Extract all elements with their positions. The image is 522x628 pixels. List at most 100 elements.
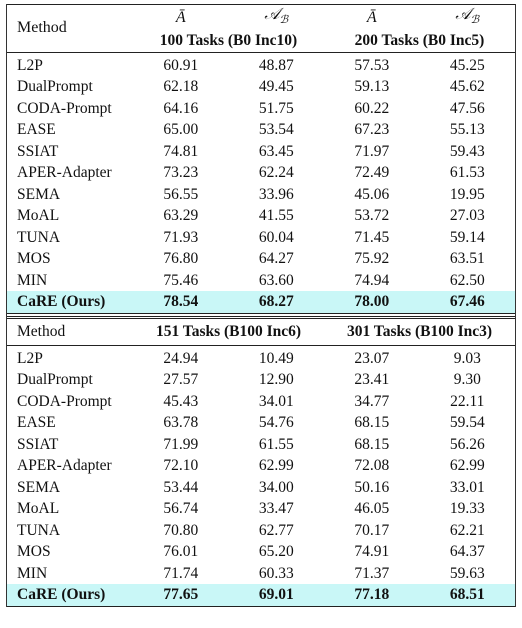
- score: 60.33: [258, 564, 294, 582]
- score: 59.54: [449, 414, 485, 432]
- score: 71.93: [163, 228, 199, 246]
- score: 68.27: [228, 291, 324, 314]
- score: 72.49: [354, 164, 390, 182]
- method-name: SEMA: [17, 478, 61, 496]
- score: 47.56: [449, 99, 485, 117]
- score: 56.26: [449, 435, 485, 453]
- score: 33.96: [258, 185, 294, 203]
- score: 68.15: [354, 435, 390, 453]
- score: 72.10: [163, 457, 199, 475]
- score: 48.87: [258, 56, 294, 74]
- score: 75.46: [163, 271, 199, 289]
- score: 34.01: [258, 392, 294, 410]
- table-header: Method 151 Tasks (B100 Inc6) 301 Tasks (B1…: [7, 317, 516, 346]
- method-name: MIN: [17, 564, 48, 582]
- score: 70.80: [163, 521, 199, 539]
- method-name: MOS: [17, 250, 51, 268]
- score: 74.81: [163, 142, 199, 160]
- metric-symbol: Ā: [366, 8, 377, 26]
- method-name: L2P: [17, 349, 43, 367]
- score: 67.46: [419, 291, 515, 314]
- metric-header: Ā: [324, 5, 420, 31]
- method-name: MIN: [17, 271, 48, 289]
- score: 62.18: [163, 78, 199, 96]
- table-block: Method 151 Tasks (B100 Inc6) 301 Tasks (B1…: [7, 315, 516, 607]
- score: 57.53: [354, 56, 390, 74]
- score: 56.74: [163, 500, 199, 518]
- data-row: MoAL 63.29 41.55 53.72 27.03: [7, 205, 515, 227]
- data-row: MIN 75.46 63.60 74.94 62.50: [7, 270, 515, 292]
- score: 61.55: [258, 435, 294, 453]
- score: 27.57: [163, 371, 199, 389]
- metric-subscript: ℬ: [279, 14, 289, 27]
- score: 41.55: [258, 207, 294, 225]
- method-name: CaRE (Ours): [7, 291, 133, 314]
- score: 62.24: [258, 164, 294, 182]
- results-table: Method Ā 𝒜ℬ Ā 𝒜ℬ 100 Tasks (B0 Inc10) 200 Task…: [6, 4, 516, 607]
- score: 71.45: [354, 228, 390, 246]
- metric-header: Ā: [133, 5, 229, 31]
- score: 34.00: [258, 478, 294, 496]
- score: 63.51: [449, 250, 485, 268]
- setting-header: 151 Tasks (B100 Inc6): [155, 322, 302, 340]
- score: 63.60: [258, 271, 294, 289]
- score: 12.90: [258, 371, 294, 389]
- metric-header: 𝒜ℬ: [420, 5, 516, 31]
- method-name: EASE: [17, 414, 56, 432]
- score: 9.03: [453, 349, 481, 367]
- data-row: CaRE (Ours) 78.54 68.27 78.00 67.46: [7, 291, 515, 314]
- score: 53.54: [258, 121, 294, 139]
- score: 64.16: [163, 99, 199, 117]
- data-row: DualPrompt 27.57 12.90 23.41 9.30: [7, 369, 515, 391]
- setting-header: 100 Tasks (B0 Inc10): [159, 32, 298, 50]
- method-name: SSIAT: [17, 435, 59, 453]
- score: 65.00: [163, 121, 199, 139]
- score: 59.14: [449, 228, 485, 246]
- data-row: APER-Adapter 72.10 62.99 72.08 62.99: [7, 455, 515, 477]
- header-method: Method: [17, 19, 67, 37]
- score: 45.62: [449, 78, 485, 96]
- score: 33.01: [449, 478, 485, 496]
- setting-header: 200 Tasks (B0 Inc5): [354, 32, 485, 50]
- score: 71.99: [163, 435, 199, 453]
- method-name: CaRE (Ours): [7, 584, 133, 607]
- table-block: Method Ā 𝒜ℬ Ā 𝒜ℬ 100 Tasks (B0 Inc10) 200 Task…: [7, 4, 515, 314]
- score: 33.47: [258, 500, 294, 518]
- data-row: TUNA 71.93 60.04 71.45 59.14: [7, 227, 515, 249]
- score: 23.07: [354, 349, 390, 367]
- data-row: MoAL 56.74 33.47 46.05 19.33: [7, 498, 515, 520]
- score: 64.27: [258, 250, 294, 268]
- score: 63.29: [163, 207, 199, 225]
- data-row: SSIAT 74.81 63.45 71.97 59.43: [7, 141, 515, 163]
- data-row: SSIAT 71.99 61.55 68.15 56.26: [7, 434, 515, 456]
- setting-header: 301 Tasks (B100 Inc3): [346, 322, 493, 340]
- method-name: TUNA: [17, 521, 61, 539]
- score: 22.11: [450, 392, 485, 410]
- score: 77.18: [324, 584, 420, 607]
- score: 49.45: [258, 78, 294, 96]
- score: 74.91: [354, 543, 390, 561]
- data-row: SEMA 56.55 33.96 45.06 19.95: [7, 184, 515, 206]
- score: 65.20: [258, 543, 294, 561]
- score: 59.63: [449, 564, 485, 582]
- score: 63.45: [258, 142, 294, 160]
- data-row: L2P 60.91 48.87 57.53 45.25: [7, 52, 515, 76]
- method-name: MoAL: [17, 207, 60, 225]
- method-name: DualPrompt: [17, 371, 93, 389]
- score: 51.75: [258, 99, 294, 117]
- data-row: L2P 24.94 10.49 23.07 9.03: [7, 345, 515, 369]
- data-row: CODA-Prompt 64.16 51.75 60.22 47.56: [7, 98, 515, 120]
- score: 62.21: [449, 521, 485, 539]
- score: 54.76: [258, 414, 294, 432]
- score: 50.16: [354, 478, 390, 496]
- score: 78.54: [133, 291, 229, 314]
- score: 46.05: [354, 500, 390, 518]
- score: 71.97: [354, 142, 390, 160]
- score: 71.37: [354, 564, 390, 582]
- metric-symbol: 𝒜: [264, 6, 280, 23]
- score: 45.06: [354, 185, 390, 203]
- score: 19.95: [449, 185, 485, 203]
- score: 24.94: [163, 349, 199, 367]
- data-row: EASE 63.78 54.76 68.15 59.54: [7, 412, 515, 434]
- score: 78.00: [324, 291, 420, 314]
